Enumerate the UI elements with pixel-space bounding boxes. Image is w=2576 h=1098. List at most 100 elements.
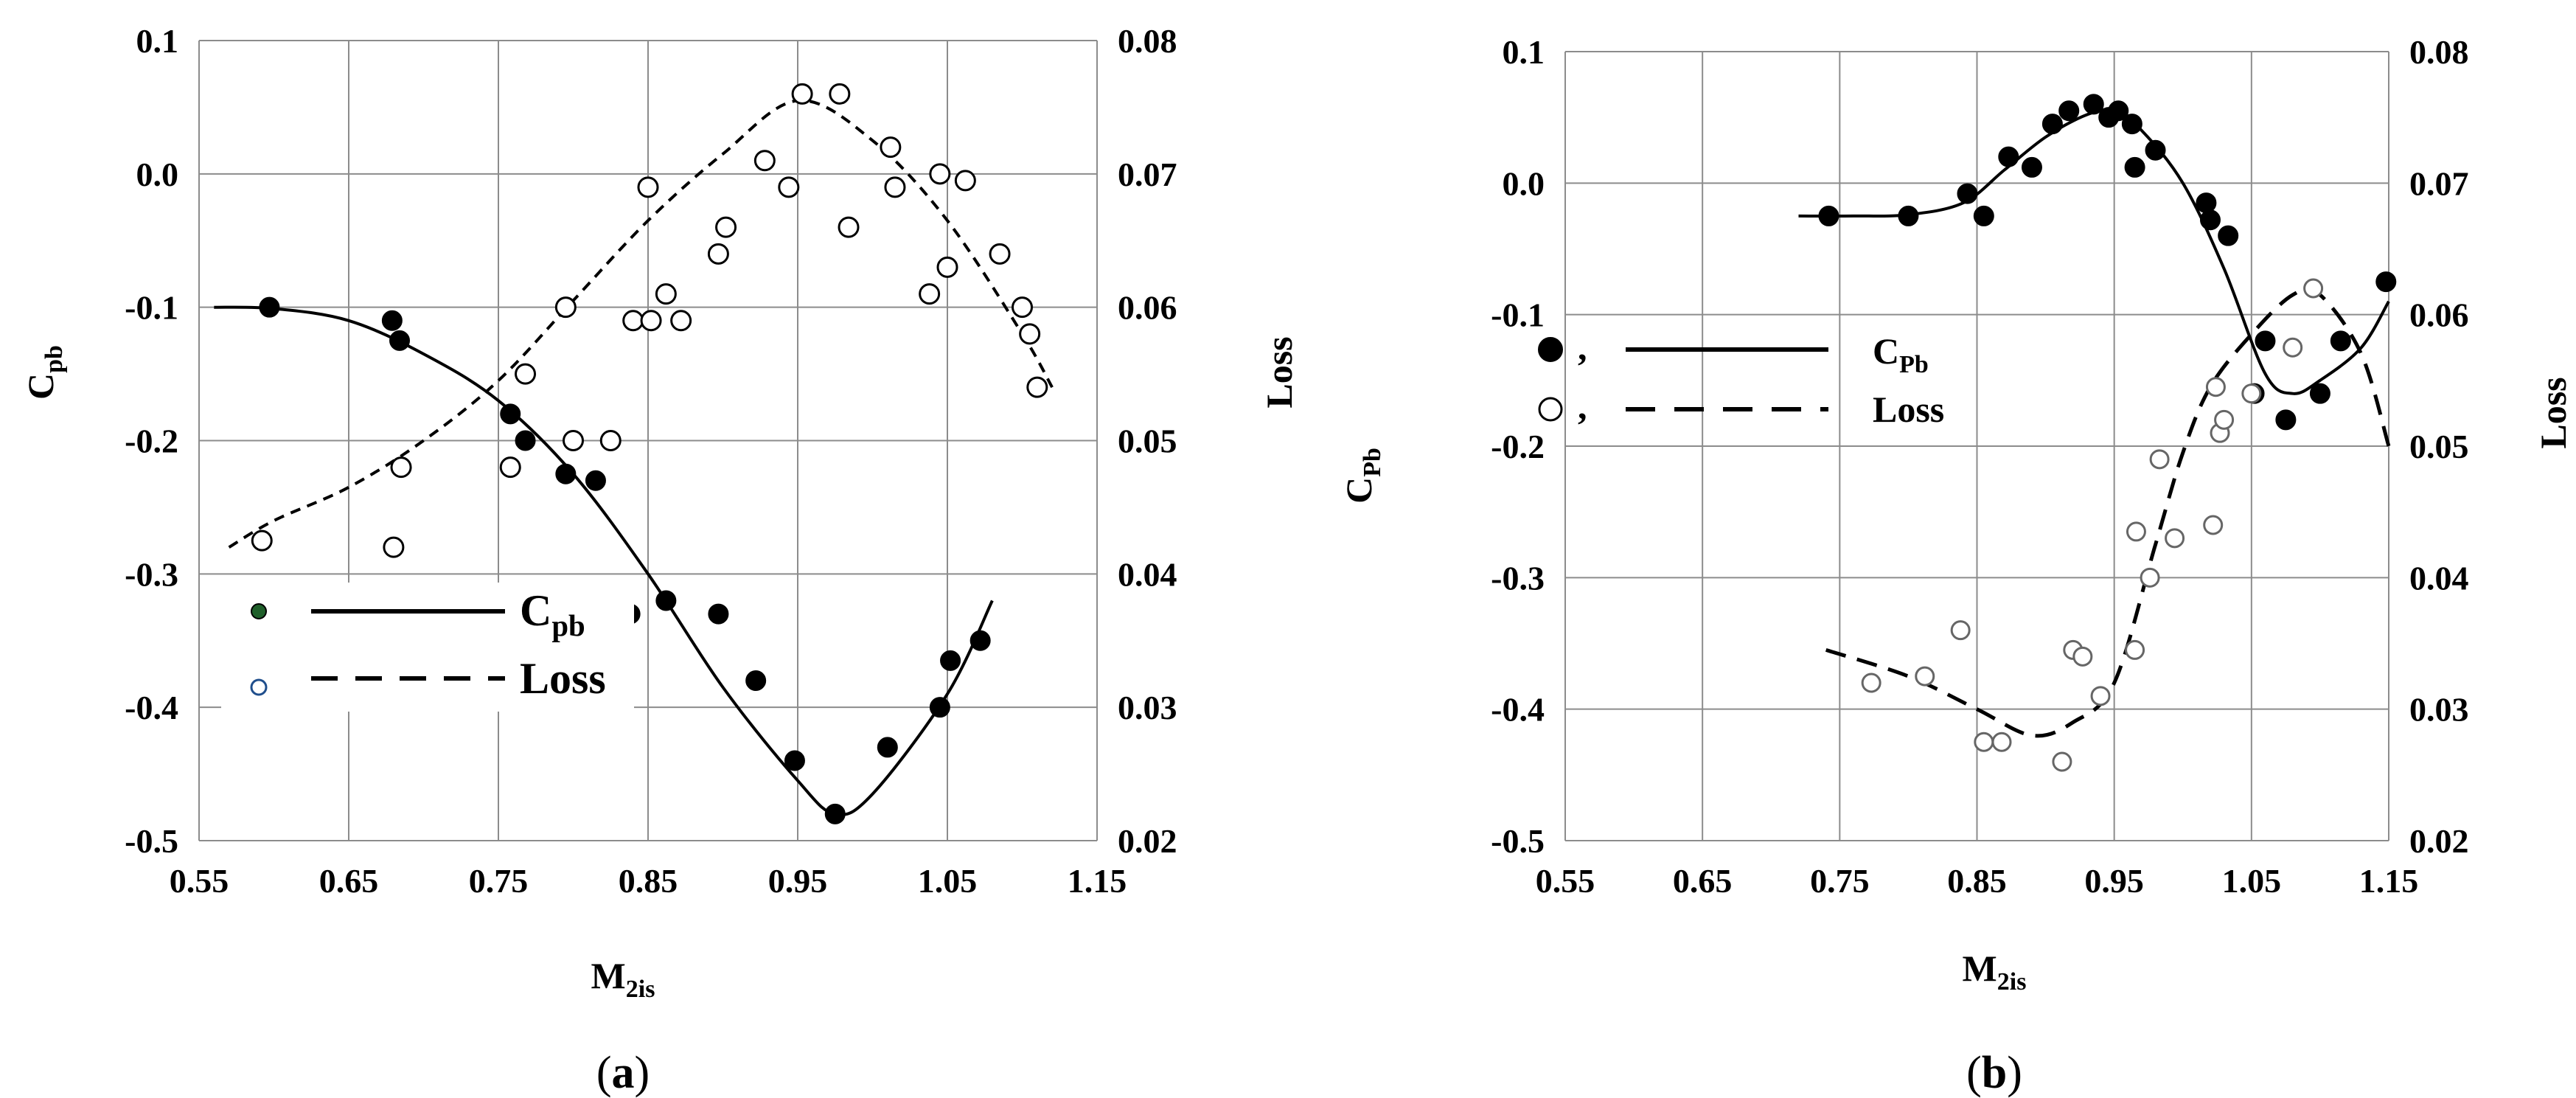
cpb-data-point: [585, 470, 606, 491]
cpb-data-point: [970, 630, 991, 651]
grid-a: [198, 40, 1098, 841]
cpb-data-point: [2124, 156, 2145, 178]
cpb-data-point: [708, 603, 729, 625]
loss-data-point: [640, 310, 662, 332]
loss-data-point: [880, 136, 902, 159]
legend-b-cpb-marker: [1538, 337, 1563, 362]
loss-data-point: [884, 176, 906, 198]
legend-a-bg: [221, 583, 634, 712]
cpb-data-point: [929, 697, 950, 718]
cpb-data-point: [1898, 205, 1919, 226]
y-left-ticks-b: 0.1 0.0 -0.1 -0.2 -0.3 -0.4 -0.5: [1491, 33, 1545, 860]
loss-data-point: [390, 456, 412, 479]
cpb-data-point: [2108, 100, 2129, 122]
loss-data-point: [655, 283, 677, 305]
legend-a: Cpb Loss: [221, 583, 634, 712]
y-right-tick-label: 0.02: [1118, 822, 1177, 860]
cpb-data-point: [500, 403, 521, 425]
x-tick-label: 0.65: [319, 862, 379, 900]
loss-data-point: [2203, 515, 2224, 535]
loss-data-point: [707, 243, 729, 265]
loss-data-point: [753, 150, 776, 172]
x-ticks-b: 0.55 0.65 0.75 0.85 0.95 1.05 1.15: [1536, 862, 2419, 900]
y-left-tick-label: -0.4: [1491, 691, 1545, 729]
points-b: [1818, 94, 2397, 772]
loss-data-point: [1991, 732, 2012, 752]
y-right-tick-label: 0.05: [2409, 428, 2469, 465]
x-tick-label: 0.95: [768, 862, 828, 900]
fit-lines-a: [214, 99, 1054, 816]
y-right-axis-label-b: Loss: [2533, 377, 2574, 448]
y-right-tick-label: 0.06: [1118, 289, 1177, 327]
cpb-data-point: [555, 463, 577, 484]
loss-data-point: [989, 243, 1011, 265]
caption-b: (b): [1966, 1048, 2022, 1098]
loss-data-point: [2303, 278, 2324, 299]
loss-data-point: [838, 216, 860, 238]
cpb-data-point: [2196, 192, 2217, 214]
loss-data-point: [383, 536, 405, 558]
y-left-tick-label: -0.5: [1491, 822, 1545, 860]
points-a: [251, 83, 1048, 824]
loss-data-point: [251, 529, 273, 552]
y-left-tick-label: -0.1: [1491, 296, 1545, 334]
x-axis-label-b: M2is: [1963, 948, 2027, 996]
y-left-tick-label: -0.5: [125, 822, 178, 860]
cpb-data-point: [877, 737, 898, 758]
y-right-tick-label: 0.02: [2409, 822, 2469, 860]
cpb-data-point: [2330, 330, 2351, 352]
legend-b-loss-label: Loss: [1873, 389, 1944, 430]
loss-data-point: [622, 310, 644, 332]
loss-data-point: [637, 176, 659, 198]
y-right-tick-label: 0.08: [1118, 22, 1177, 60]
y-right-tick-label: 0.06: [2409, 296, 2469, 334]
legend-a-loss-marker: [250, 678, 268, 696]
loss-data-point: [554, 296, 577, 319]
y-left-axis-label-b: CPb: [1338, 448, 1386, 504]
x-tick-label: 1.05: [2222, 862, 2282, 900]
loss-data-point: [670, 310, 692, 332]
loss-data-point: [936, 256, 958, 278]
y-left-ticks-a: 0.1 0.0 -0.1 -0.2 -0.3 -0.4 -0.5: [125, 22, 178, 860]
x-tick-label: 1.05: [918, 862, 978, 900]
cpb-data-point: [940, 650, 961, 671]
cpb-data-point: [515, 430, 536, 451]
cpb-data-point: [2021, 156, 2042, 178]
y-right-tick-label: 0.07: [1118, 156, 1177, 193]
cpb-data-point: [1957, 183, 1978, 204]
loss-data-point: [1026, 376, 1048, 398]
loss-data-point: [778, 176, 800, 198]
cpb-data-point: [745, 670, 767, 691]
y-right-tick-label: 0.05: [1118, 423, 1177, 460]
cpb-data-point: [381, 310, 403, 331]
loss-data-point: [919, 283, 941, 305]
cpb-data-point: [259, 296, 280, 318]
legend-b-cpb-comma: ,: [1578, 327, 1587, 368]
legend-b-loss-marker: [1538, 397, 1563, 422]
loss-data-point: [954, 170, 976, 192]
y-left-tick-label: -0.4: [125, 689, 178, 726]
x-tick-label: 0.85: [1947, 862, 2007, 900]
loss-data-point: [599, 430, 622, 451]
loss-data-point: [929, 163, 951, 185]
loss-data-point: [2072, 646, 2093, 667]
loss-data-point: [1019, 323, 1041, 345]
cpb-data-point: [1818, 205, 1839, 226]
x-tick-label: 1.15: [2359, 862, 2419, 900]
loss-data-point: [2052, 751, 2072, 772]
loss-data-point: [515, 363, 537, 385]
panel-b: 0.55 0.65 0.75 0.85 0.95 1.05 1.15 0.1 0.0 -0.1 -…: [1338, 33, 2574, 1098]
loss-data-point: [2126, 521, 2146, 542]
cpb-data-point: [1998, 146, 2019, 167]
x-ticks-a: 0.55 0.65 0.75 0.85 0.95 1.05 1.15: [170, 862, 1127, 900]
loss-data-point: [1861, 673, 1881, 693]
loss-data-point: [1974, 732, 1994, 752]
loss-data-point: [2125, 639, 2145, 660]
y-right-tick-label: 0.03: [2409, 691, 2469, 729]
loss-data-point: [2283, 337, 2303, 358]
legend-a-cpb-label: Cpb: [520, 586, 585, 642]
cpb-fit-line: [214, 305, 994, 816]
y-left-axis-label-a: Cpb: [20, 345, 68, 400]
y-right-tick-label: 0.07: [2409, 164, 2469, 202]
loss-data-point: [2140, 567, 2160, 588]
